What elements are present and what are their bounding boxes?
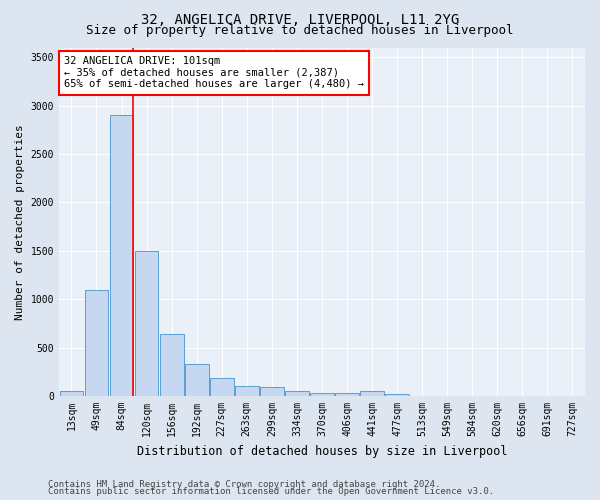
Bar bbox=[285, 390, 309, 396]
Bar bbox=[360, 390, 384, 396]
X-axis label: Distribution of detached houses by size in Liverpool: Distribution of detached houses by size … bbox=[137, 444, 507, 458]
Y-axis label: Number of detached properties: Number of detached properties bbox=[15, 124, 25, 320]
Bar bbox=[85, 290, 109, 396]
Bar bbox=[160, 334, 184, 396]
Bar bbox=[110, 116, 133, 396]
Bar bbox=[185, 364, 209, 396]
Bar bbox=[260, 388, 284, 396]
Bar bbox=[310, 392, 334, 396]
Bar bbox=[335, 392, 359, 396]
Text: Contains public sector information licensed under the Open Government Licence v3: Contains public sector information licen… bbox=[48, 488, 494, 496]
Bar bbox=[385, 394, 409, 396]
Bar bbox=[235, 386, 259, 396]
Bar bbox=[210, 378, 233, 396]
Bar bbox=[59, 390, 83, 396]
Text: Contains HM Land Registry data © Crown copyright and database right 2024.: Contains HM Land Registry data © Crown c… bbox=[48, 480, 440, 489]
Text: Size of property relative to detached houses in Liverpool: Size of property relative to detached ho… bbox=[86, 24, 514, 37]
Text: 32 ANGELICA DRIVE: 101sqm
← 35% of detached houses are smaller (2,387)
65% of se: 32 ANGELICA DRIVE: 101sqm ← 35% of detac… bbox=[64, 56, 364, 90]
Text: 32, ANGELICA DRIVE, LIVERPOOL, L11 2YG: 32, ANGELICA DRIVE, LIVERPOOL, L11 2YG bbox=[141, 12, 459, 26]
Bar bbox=[134, 251, 158, 396]
